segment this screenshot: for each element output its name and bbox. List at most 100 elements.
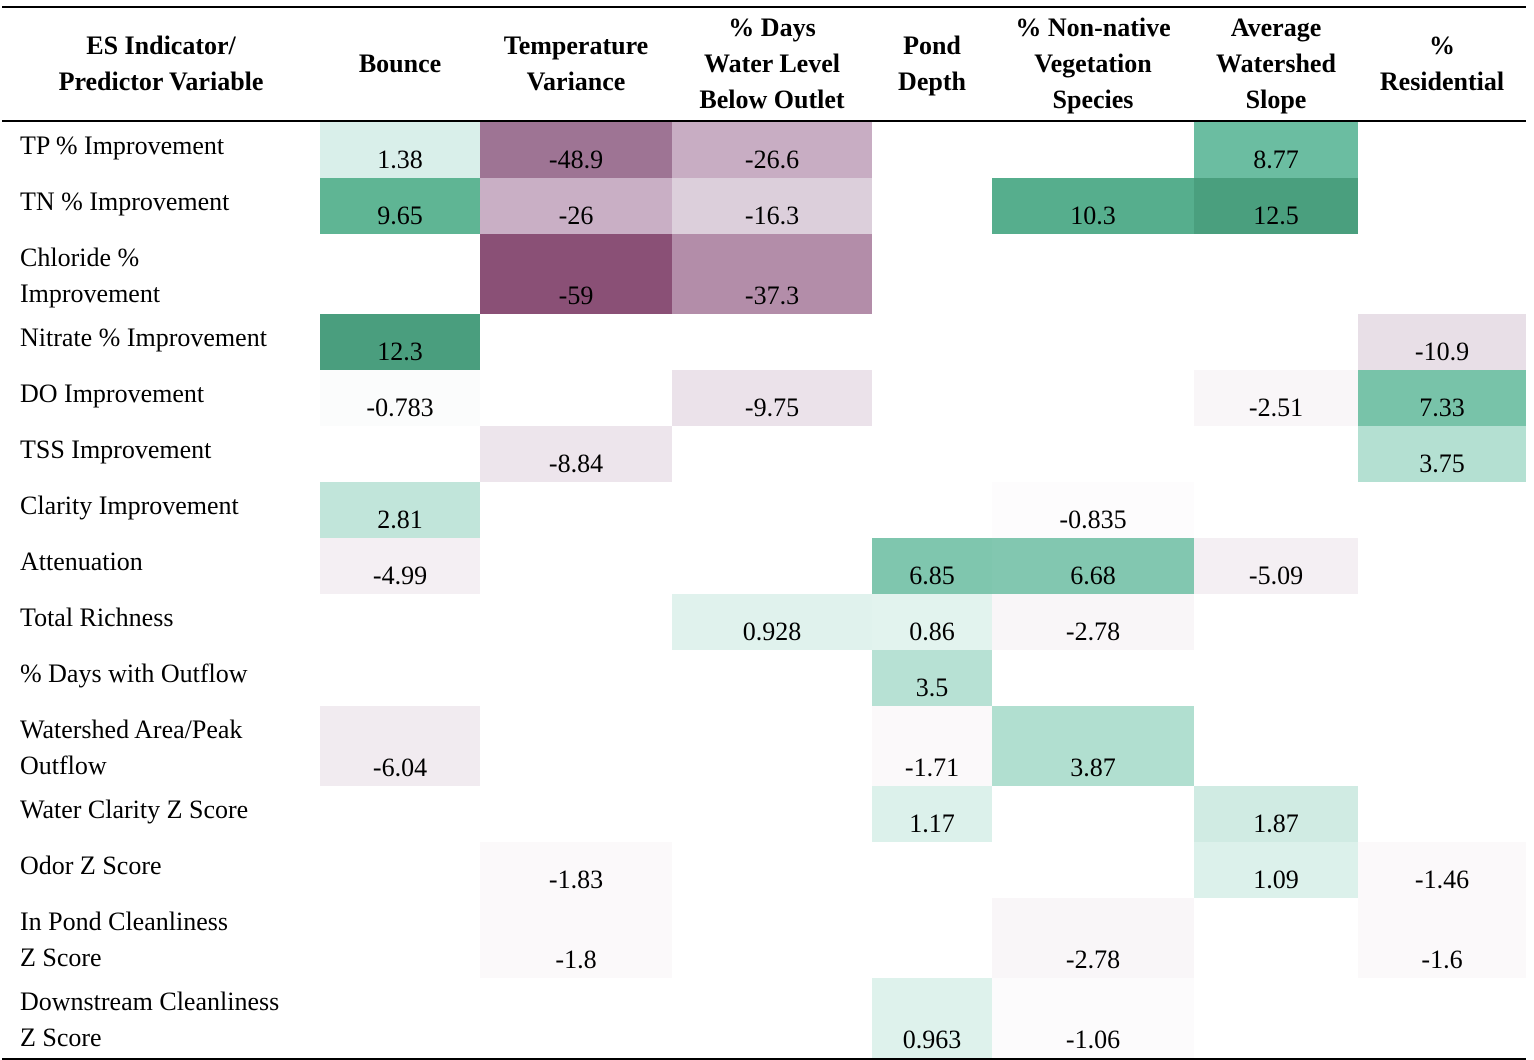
- value-cell: 1.09: [1194, 842, 1358, 898]
- row-label: Attenuation: [20, 547, 143, 576]
- value-cell: 3.5: [872, 650, 992, 706]
- row-label: DO Improvement: [20, 379, 205, 408]
- value-cell: [992, 370, 1194, 426]
- value-cell: -8.84: [480, 426, 672, 482]
- value-cell: [480, 538, 672, 594]
- row-label: Water Clarity Z Score: [20, 795, 249, 824]
- value-cell: [480, 706, 672, 786]
- value-cell: [480, 786, 672, 842]
- value-cell: [672, 786, 872, 842]
- table-row: % Days with Outflow 3.5: [2, 650, 1526, 706]
- value-cell: [320, 426, 480, 482]
- value-cell: [320, 898, 480, 978]
- value-cell: [480, 482, 672, 538]
- value-cell: 10.3: [992, 178, 1194, 234]
- value-cell: [672, 650, 872, 706]
- value-cell: [1194, 594, 1358, 650]
- header-non-native-vegetation: % Non-native Vegetation Species: [992, 7, 1194, 122]
- value-cell: [320, 786, 480, 842]
- value-cell: 7.33: [1358, 370, 1526, 426]
- value-cell: -48.9: [480, 121, 672, 178]
- value-cell: [672, 842, 872, 898]
- value-cell: -26.6: [672, 121, 872, 178]
- value-cell: -1.46: [1358, 842, 1526, 898]
- table-row: DO Improvement -0.783 -9.75 -2.51 7.33: [2, 370, 1526, 426]
- value-cell: 12.5: [1194, 178, 1358, 234]
- table-row: Nitrate % Improvement 12.3 -10.9: [2, 314, 1526, 370]
- value-cell: [1358, 706, 1526, 786]
- value-cell: 9.65: [320, 178, 480, 234]
- row-label: Clarity Improvement: [20, 491, 239, 520]
- value-cell: [1194, 314, 1358, 370]
- value-cell: 12.3: [320, 314, 480, 370]
- row-label: Total Richness: [20, 603, 174, 632]
- value-cell: [992, 842, 1194, 898]
- value-cell: -26: [480, 178, 672, 234]
- value-cell: [992, 426, 1194, 482]
- row-label: Watershed Area/Peak Outflow: [20, 715, 243, 780]
- value-cell: [1194, 234, 1358, 314]
- header-residential: % Residential: [1358, 7, 1526, 122]
- table-row: In Pond Cleanliness Z Score -1.8 -2.78 -1.6: [2, 898, 1526, 978]
- row-label: TN % Improvement: [20, 187, 230, 216]
- value-cell: [872, 426, 992, 482]
- value-cell: [480, 314, 672, 370]
- value-cell: 6.68: [992, 538, 1194, 594]
- value-cell: -6.04: [320, 706, 480, 786]
- table-row: TP % Improvement 1.38 -48.9 -26.6 8.77: [2, 121, 1526, 178]
- table-row: Total Richness 0.928 0.86 -2.78: [2, 594, 1526, 650]
- value-cell: 0.928: [672, 594, 872, 650]
- value-cell: -2.51: [1194, 370, 1358, 426]
- row-label: TP % Improvement: [20, 131, 225, 160]
- header-pond-depth: Pond Depth: [872, 7, 992, 122]
- row-label: % Days with Outflow: [20, 659, 248, 688]
- table-row: TN % Improvement 9.65 -26 -16.3 10.3 12.5: [2, 178, 1526, 234]
- value-cell: [872, 482, 992, 538]
- value-cell: -1.71: [872, 706, 992, 786]
- value-cell: [672, 314, 872, 370]
- table-row: Watershed Area/Peak Outflow -6.04 -1.71 3.8…: [2, 706, 1526, 786]
- table-row: Downstream Cleanliness Z Score 0.963 -1.06: [2, 978, 1526, 1059]
- row-label: In Pond Cleanliness Z Score: [20, 907, 228, 972]
- row-label: Chloride % Improvement: [20, 243, 161, 308]
- value-cell: [1358, 650, 1526, 706]
- value-cell: [672, 978, 872, 1059]
- value-cell: [1194, 650, 1358, 706]
- value-cell: 0.963: [872, 978, 992, 1059]
- value-cell: [480, 594, 672, 650]
- value-cell: [992, 121, 1194, 178]
- value-cell: -16.3: [672, 178, 872, 234]
- value-cell: [1358, 178, 1526, 234]
- row-label: TSS Improvement: [20, 435, 212, 464]
- value-cell: 2.81: [320, 482, 480, 538]
- value-cell: [1358, 121, 1526, 178]
- value-cell: [320, 234, 480, 314]
- header-predictor: ES Indicator/ Predictor Variable: [2, 7, 320, 122]
- value-cell: [320, 594, 480, 650]
- value-cell: [672, 898, 872, 978]
- value-cell: [872, 842, 992, 898]
- value-cell: 3.75: [1358, 426, 1526, 482]
- value-cell: 0.86: [872, 594, 992, 650]
- value-cell: 1.17: [872, 786, 992, 842]
- header-temperature-variance: Temperature Variance: [480, 7, 672, 122]
- value-cell: [1358, 538, 1526, 594]
- value-cell: [992, 234, 1194, 314]
- value-cell: -2.78: [992, 594, 1194, 650]
- header-days-water-level: % Days Water Level Below Outlet: [672, 7, 872, 122]
- value-cell: 1.38: [320, 121, 480, 178]
- table-row: Attenuation -4.99 6.85 6.68 -5.09: [2, 538, 1526, 594]
- header-bounce: Bounce: [320, 7, 480, 122]
- value-cell: [872, 178, 992, 234]
- value-cell: -1.83: [480, 842, 672, 898]
- value-cell: [1194, 706, 1358, 786]
- table-row: Chloride % Improvement -59 -37.3: [2, 234, 1526, 314]
- table-row: TSS Improvement -8.84 3.75: [2, 426, 1526, 482]
- value-cell: -1.8: [480, 898, 672, 978]
- table-row: Water Clarity Z Score 1.17 1.87: [2, 786, 1526, 842]
- value-cell: 3.87: [992, 706, 1194, 786]
- value-cell: [992, 786, 1194, 842]
- value-cell: [1194, 426, 1358, 482]
- es-indicator-table: ES Indicator/ Predictor Variable Bounce …: [2, 6, 1526, 1060]
- table-row: Clarity Improvement 2.81 -0.835: [2, 482, 1526, 538]
